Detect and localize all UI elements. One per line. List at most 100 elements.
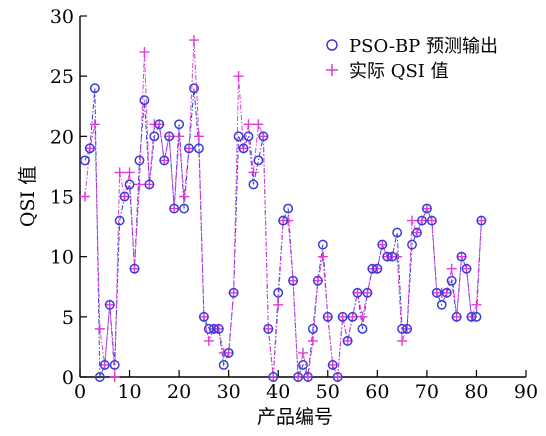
plus-point xyxy=(357,311,368,322)
circle-point xyxy=(312,275,323,286)
x-tick-label: 30 xyxy=(217,381,241,403)
y-tick-label: 30 xyxy=(50,6,74,28)
circle-point xyxy=(218,360,229,370)
circle-point xyxy=(431,287,442,298)
circle-point xyxy=(243,131,254,142)
circle-point xyxy=(342,335,353,346)
circle-point xyxy=(402,323,413,334)
circle-point xyxy=(84,143,95,154)
circle-point xyxy=(387,251,398,262)
plus-point xyxy=(377,239,388,250)
plus-point xyxy=(347,311,358,322)
plus-point xyxy=(298,347,308,358)
circle-point xyxy=(114,215,125,226)
circle-point xyxy=(134,155,145,166)
circle-point xyxy=(169,203,180,214)
series-marks xyxy=(79,35,487,382)
x-axis-title: 产品编号 xyxy=(257,406,333,428)
circle-point xyxy=(421,203,432,214)
circle-point xyxy=(238,143,249,154)
circle-point xyxy=(317,239,328,250)
circle-point xyxy=(89,83,100,94)
circle-point xyxy=(397,323,408,334)
circle-point xyxy=(213,323,224,334)
circle-point xyxy=(367,263,378,274)
circle-point xyxy=(293,372,303,382)
circle-point xyxy=(436,299,447,310)
circle-point xyxy=(446,275,457,286)
circle-point xyxy=(392,227,403,238)
circle-point xyxy=(332,372,343,382)
circle-point xyxy=(184,143,194,154)
plus-point xyxy=(104,299,115,310)
plus-point xyxy=(461,263,472,274)
plus-point xyxy=(114,167,125,178)
x-tick-label: 40 xyxy=(266,381,290,403)
plus-point xyxy=(228,287,239,298)
plus-point xyxy=(164,131,175,142)
circle-point xyxy=(149,131,160,142)
circle-point xyxy=(461,263,472,274)
plus-point xyxy=(342,335,353,346)
circle-point xyxy=(174,119,185,130)
circle-point xyxy=(253,155,264,166)
plus-point xyxy=(233,71,244,82)
circle-point xyxy=(352,287,363,298)
plus-point xyxy=(258,131,269,142)
plus-point xyxy=(446,263,457,274)
plus-point xyxy=(372,263,383,274)
plus-point xyxy=(471,299,482,310)
plus-point xyxy=(402,323,413,334)
y-tick-label: 25 xyxy=(50,66,74,88)
legend: PSO-BP 预测输出 实际 QSI 值 xyxy=(326,36,498,82)
plus-point xyxy=(283,215,294,226)
circle-point xyxy=(451,311,462,322)
plus-point xyxy=(307,335,318,346)
plus-point xyxy=(451,311,462,322)
circle-point xyxy=(273,287,284,298)
plus-point xyxy=(99,359,110,370)
plus-point xyxy=(159,155,170,166)
circle-point xyxy=(139,95,150,106)
y-tick-label: 15 xyxy=(50,187,74,209)
circle-point xyxy=(471,311,482,322)
circle-point xyxy=(288,275,299,286)
x-tick-label: 70 xyxy=(415,381,439,403)
plus-point xyxy=(169,203,180,214)
plus-point xyxy=(184,143,195,154)
plus-point xyxy=(144,179,155,190)
plus-point xyxy=(327,359,338,370)
circle-point xyxy=(198,311,209,322)
legend-plus-marker xyxy=(326,64,338,76)
plus-point xyxy=(238,143,249,154)
circle-point xyxy=(382,251,393,262)
circle-point xyxy=(407,239,417,250)
circle-point xyxy=(144,179,155,190)
plus-point xyxy=(94,323,105,334)
circle-point xyxy=(104,299,115,310)
plus-point xyxy=(263,323,274,334)
plus-point xyxy=(203,335,214,346)
x-tick-label: 60 xyxy=(365,381,389,403)
x-tick-label: 50 xyxy=(316,381,340,403)
circle-point xyxy=(322,311,333,322)
circle-point xyxy=(441,287,452,298)
plus-point xyxy=(154,119,165,130)
circle-point xyxy=(189,83,199,94)
circle-point xyxy=(80,155,90,166)
plus-point xyxy=(109,372,120,382)
circle-point xyxy=(327,360,338,370)
circle-point xyxy=(154,119,165,130)
plus-point xyxy=(89,119,100,130)
plus-point xyxy=(139,47,150,58)
circle-point xyxy=(109,360,120,370)
circle-point xyxy=(258,131,269,142)
circle-point xyxy=(179,203,190,214)
circle-point xyxy=(268,372,279,382)
x-tick-label: 90 xyxy=(514,381,538,403)
plus-point xyxy=(426,215,437,226)
plus-point xyxy=(198,311,209,322)
circle-point xyxy=(426,215,437,226)
